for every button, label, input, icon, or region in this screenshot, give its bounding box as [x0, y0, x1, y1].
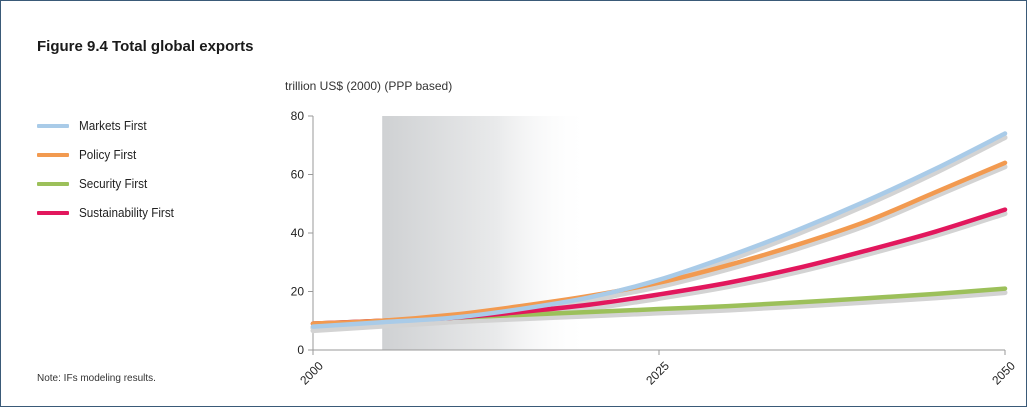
y-tick-label: 0 — [297, 343, 304, 357]
y-tick-label: 60 — [291, 168, 305, 182]
y-axis-unit-label: trillion US$ (2000) (PPP based) — [285, 79, 452, 93]
y-tick-label: 80 — [291, 109, 305, 123]
x-tick-label: 2050 — [989, 358, 1018, 387]
y-tick-label: 20 — [291, 285, 305, 299]
x-tick-label: 2000 — [297, 358, 326, 387]
x-tick-label: 2025 — [643, 358, 672, 387]
y-tick-label: 40 — [291, 226, 305, 240]
